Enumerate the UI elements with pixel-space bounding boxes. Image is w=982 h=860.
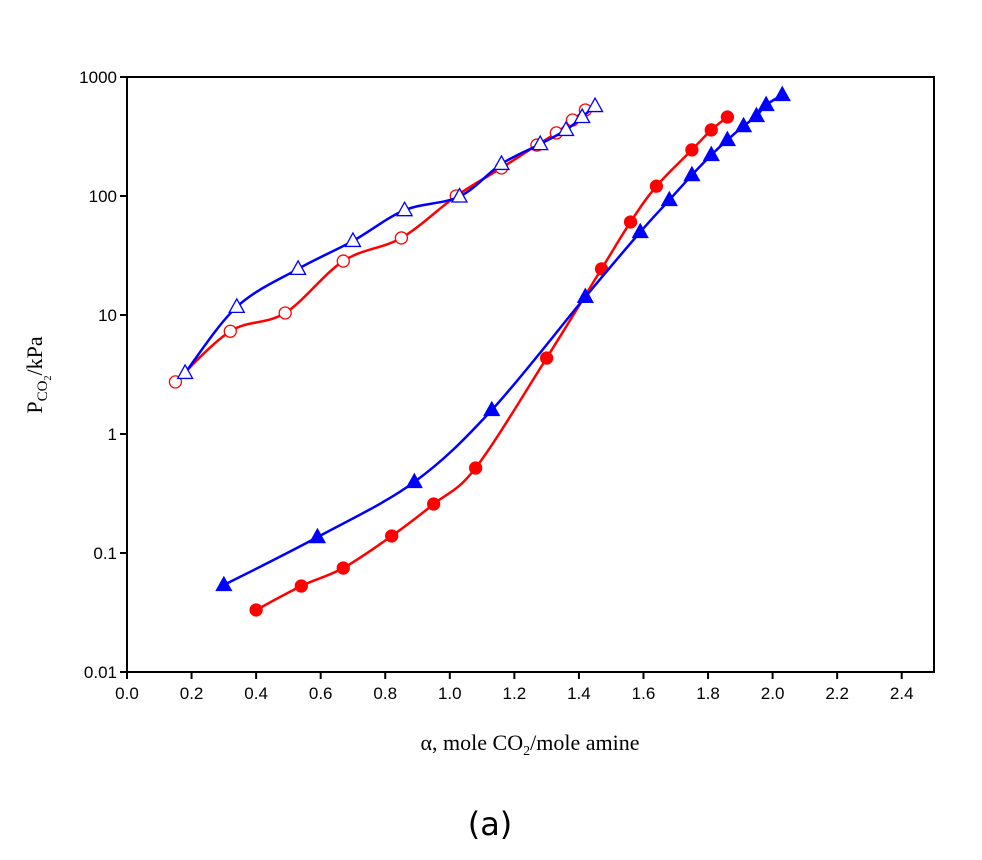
x-tick-label: 1.8 xyxy=(696,684,720,703)
data-point xyxy=(289,259,307,276)
data-point xyxy=(660,190,678,207)
data-point xyxy=(427,497,441,511)
series-line xyxy=(184,105,596,374)
plot-frame xyxy=(126,76,935,673)
data-point xyxy=(336,561,350,575)
x-label-sub: 2 xyxy=(523,744,530,759)
y-tick-label: 100 xyxy=(89,187,117,206)
data-point xyxy=(336,254,350,268)
x-tick-label: 2.2 xyxy=(825,684,849,703)
x-tick-label: 0.2 xyxy=(180,684,204,703)
data-point xyxy=(576,287,594,304)
y-axis-label: PCO2/kPa xyxy=(22,336,54,413)
data-point xyxy=(757,95,775,112)
x-tick-label: 0.8 xyxy=(373,684,397,703)
data-point xyxy=(702,145,720,162)
data-point xyxy=(531,134,549,151)
data-point xyxy=(396,200,414,217)
x-tick-label: 1.2 xyxy=(503,684,527,703)
data-point xyxy=(405,472,423,489)
data-point xyxy=(483,400,501,417)
x-tick-label: 1.4 xyxy=(567,684,591,703)
data-point xyxy=(249,603,263,617)
data-point xyxy=(557,120,575,137)
y-tick-label: 0.01 xyxy=(84,663,117,682)
data-point xyxy=(215,575,233,592)
data-point xyxy=(468,461,483,475)
x-label-part: α, mole CO xyxy=(421,730,524,755)
data-point xyxy=(450,187,469,203)
data-point xyxy=(294,579,308,593)
x-tick-label: 0.0 xyxy=(115,684,139,703)
y-label-part: P xyxy=(22,401,47,413)
y-label-sub: 2 xyxy=(43,376,54,381)
data-point xyxy=(683,165,701,182)
y-tick-label: 10 xyxy=(98,306,117,325)
data-point xyxy=(586,96,604,113)
x-tick-label: 2.4 xyxy=(890,684,914,703)
data-point xyxy=(718,130,737,147)
data-point xyxy=(344,231,362,248)
data-point xyxy=(176,363,194,380)
data-point xyxy=(734,116,753,133)
y-label-part: /kPa xyxy=(22,336,47,375)
caption: (a) xyxy=(468,805,513,843)
data-point xyxy=(278,306,292,320)
data-point xyxy=(623,215,638,229)
data-point xyxy=(720,110,735,124)
data-point xyxy=(773,85,791,102)
x-tick-label: 0.6 xyxy=(309,684,333,703)
x-axis-label: α, mole CO2/mole amine xyxy=(421,730,640,759)
x-tick-label: 1.0 xyxy=(438,684,462,703)
data-point xyxy=(573,107,591,124)
data-point xyxy=(539,351,554,365)
data-point xyxy=(308,527,327,544)
x-tick-label: 0.4 xyxy=(244,684,268,703)
x-tick-label: 1.6 xyxy=(632,684,656,703)
data-point xyxy=(747,106,766,123)
x-label-part: /mole amine xyxy=(530,730,639,755)
data-point xyxy=(228,297,246,314)
data-point xyxy=(704,123,718,137)
y-tick-label: 0.1 xyxy=(93,544,117,563)
y-tick-label: 1 xyxy=(108,425,117,444)
x-tick-label: 2.0 xyxy=(761,684,785,703)
data-point xyxy=(394,231,409,245)
y-tick-label: 1000 xyxy=(79,68,117,87)
data-point xyxy=(685,143,699,157)
data-point xyxy=(649,179,664,193)
data-point xyxy=(385,529,399,543)
data-point xyxy=(492,154,511,171)
y-label-sub: CO xyxy=(35,380,51,401)
data-point xyxy=(631,222,649,239)
data-point xyxy=(223,324,237,338)
